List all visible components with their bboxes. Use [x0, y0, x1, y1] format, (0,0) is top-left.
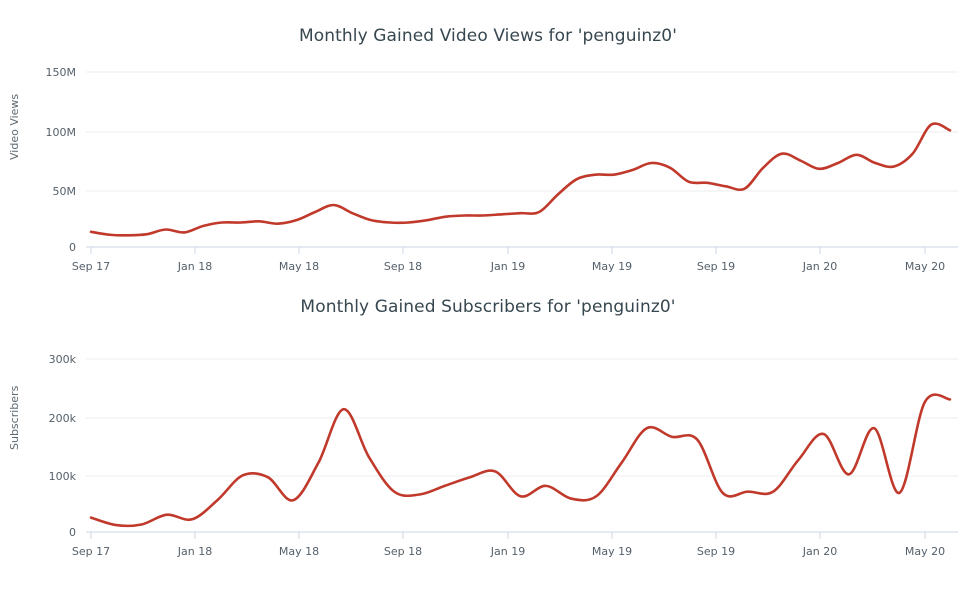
- subscribers-y-axis-title: Subscribers: [8, 385, 21, 450]
- ytick-label-100k: 100k: [49, 470, 77, 483]
- xtick-label-sep19: Sep 19: [697, 545, 735, 558]
- xtick-label-jan19: Jan 19: [490, 545, 525, 558]
- xtick-label-may19: May 19: [592, 260, 632, 273]
- xtick-label-sep19: Sep 19: [697, 260, 735, 273]
- xtick-label-jan19: Jan 19: [490, 260, 525, 273]
- video-views-chart-title: Monthly Gained Video Views for 'penguinz…: [298, 26, 677, 46]
- subscribers-plot: 300k 200k 100k 0 Subscribers Sep 17 Jan …: [8, 353, 958, 558]
- video-views-y-axis-title: Video Views: [8, 94, 21, 160]
- xtick-label-jan18: Jan 18: [177, 545, 212, 558]
- ytick-label-50m: 50M: [53, 185, 77, 198]
- xtick-label-jan20: Jan 20: [802, 260, 837, 273]
- ytick-label-150m: 150M: [46, 66, 77, 79]
- xtick-label-may18: May 18: [279, 260, 319, 273]
- xtick-label-sep17: Sep 17: [72, 545, 110, 558]
- video-views-plot: 150M 100M 50M 0 Video Views Sep 17 Jan 1…: [8, 66, 958, 273]
- xtick-label-jan20: Jan 20: [802, 545, 837, 558]
- xtick-label-may20: May 20: [905, 260, 945, 273]
- xtick-label-sep17: Sep 17: [72, 260, 110, 273]
- ytick-label-200k: 200k: [49, 412, 77, 425]
- xtick-label-may19: May 19: [592, 545, 632, 558]
- video-views-line-series: [89, 122, 952, 237]
- ytick-label-0: 0: [69, 241, 76, 254]
- xtick-label-sep18: Sep 18: [384, 545, 422, 558]
- ytick-label-300k: 300k: [49, 353, 77, 366]
- subscribers-chart-block: Monthly Gained Subscribers for 'penguinz…: [0, 285, 976, 570]
- xtick-label-sep18: Sep 18: [384, 260, 422, 273]
- ytick-label-100m: 100M: [46, 126, 77, 139]
- xtick-label-may20: May 20: [905, 545, 945, 558]
- video-views-chart-block: Monthly Gained Video Views for 'penguinz…: [0, 0, 976, 285]
- subscribers-line-series: [89, 393, 952, 528]
- subscribers-chart-title: Monthly Gained Subscribers for 'penguinz…: [300, 297, 676, 317]
- xtick-label-jan18: Jan 18: [177, 260, 212, 273]
- ytick-label-0k: 0: [69, 526, 76, 539]
- xtick-label-may18: May 18: [279, 545, 319, 558]
